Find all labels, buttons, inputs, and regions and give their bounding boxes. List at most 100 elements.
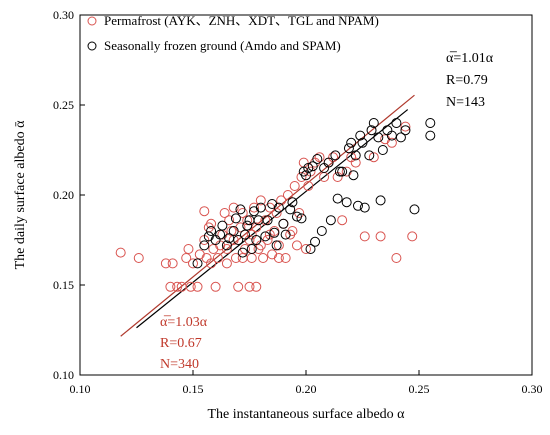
- point-seasonal: [332, 193, 343, 204]
- point-seasonal: [280, 229, 291, 240]
- point-seasonal: [199, 240, 210, 251]
- point-permafrost: [273, 240, 284, 251]
- point-permafrost: [276, 195, 287, 206]
- point-seasonal: [337, 166, 348, 177]
- point-seasonal: [237, 247, 248, 258]
- axis-ticks: 0.10 0.15 0.20 0.25 0.30 0.10 0.15 0.20 0.25 0.30: [53, 8, 543, 396]
- point-seasonal: [409, 204, 420, 215]
- point-permafrost: [221, 244, 232, 254]
- point-seasonal: [301, 170, 311, 181]
- point-permafrost: [314, 152, 325, 163]
- point-permafrost: [212, 253, 223, 263]
- data-points: [115, 118, 436, 292]
- point-seasonal: [278, 218, 289, 229]
- point-seasonal: [395, 132, 406, 143]
- point-seasonal: [350, 150, 361, 161]
- point-seasonal: [255, 202, 266, 213]
- annotation-permafrost-n: N=340: [160, 357, 199, 372]
- point-seasonal: [319, 163, 330, 173]
- point-permafrost: [289, 181, 300, 191]
- point-seasonal: [352, 200, 363, 211]
- point-permafrost: [167, 258, 178, 269]
- point-permafrost: [303, 181, 314, 191]
- x-tick-label: 0.25: [409, 382, 430, 396]
- point-seasonal: [364, 150, 375, 161]
- plot-area: [79, 14, 533, 376]
- point-seasonal: [296, 213, 307, 224]
- point-seasonal: [425, 130, 436, 141]
- point-permafrost: [115, 247, 126, 258]
- point-permafrost: [210, 281, 221, 292]
- point-permafrost: [271, 208, 282, 218]
- point-seasonal: [235, 204, 246, 215]
- point-permafrost: [296, 172, 307, 182]
- point-permafrost: [291, 240, 302, 251]
- point-seasonal: [271, 240, 282, 251]
- point-seasonal: [366, 125, 377, 136]
- point-seasonal: [334, 166, 345, 177]
- point-permafrost: [328, 152, 339, 163]
- point-seasonal: [382, 125, 393, 136]
- point-permafrost: [244, 281, 255, 292]
- point-permafrost: [237, 253, 248, 263]
- y-tick-label: 0.25: [53, 98, 74, 112]
- annotation-permafrost: α̅=1.03α R=0.67 N=340: [160, 315, 208, 372]
- point-seasonal: [262, 215, 273, 226]
- point-permafrost: [337, 215, 348, 226]
- point-seasonal: [312, 154, 323, 164]
- point-permafrost: [183, 244, 194, 254]
- legend-marker-permafrost: [87, 16, 97, 26]
- x-tick-label: 0.10: [70, 382, 91, 396]
- point-seasonal: [206, 226, 217, 236]
- point-seasonal: [307, 161, 318, 172]
- y-axis-title: The daily surface albedo ᾱ: [13, 120, 28, 269]
- point-permafrost: [188, 258, 198, 269]
- point-seasonal: [244, 215, 255, 226]
- point-permafrost: [267, 249, 278, 260]
- point-seasonal: [373, 132, 384, 143]
- point-permafrost: [194, 249, 205, 260]
- point-seasonal: [341, 197, 352, 208]
- point-seasonal: [273, 202, 284, 213]
- point-permafrost: [199, 206, 210, 217]
- point-permafrost: [260, 215, 271, 226]
- point-permafrost: [224, 215, 235, 226]
- x-axis-title: The instantaneous surface albedo α: [207, 407, 405, 422]
- point-permafrost: [282, 190, 293, 200]
- point-seasonal: [285, 204, 296, 215]
- legend: Permafrost (AYK、ZNH、XDT、TGL and NPAM) Se…: [87, 13, 379, 53]
- annotation-permafrost-r: R=0.67: [160, 336, 202, 351]
- point-permafrost: [280, 253, 291, 263]
- point-permafrost: [249, 202, 260, 213]
- point-seasonal: [242, 220, 253, 231]
- annotation-seasonal-n: N=143: [446, 95, 485, 110]
- point-seasonal: [316, 226, 327, 236]
- point-seasonal: [210, 235, 221, 245]
- point-seasonal: [233, 235, 244, 245]
- point-seasonal: [377, 145, 388, 155]
- point-permafrost: [391, 253, 402, 263]
- point-seasonal: [303, 163, 314, 173]
- point-seasonal: [368, 118, 379, 128]
- point-permafrost: [165, 281, 176, 292]
- point-seasonal: [251, 235, 262, 245]
- x-tick-label: 0.20: [296, 382, 317, 396]
- point-seasonal: [260, 231, 271, 242]
- point-permafrost: [181, 253, 192, 263]
- point-seasonal: [239, 229, 250, 240]
- point-permafrost: [192, 281, 203, 292]
- annotation-seasonal-eq: α̅=1.01α: [446, 51, 494, 66]
- point-permafrost: [185, 281, 196, 292]
- annotation-seasonal: α̅=1.01α R=0.79 N=143: [446, 51, 494, 110]
- point-permafrost: [375, 231, 386, 242]
- point-permafrost: [172, 281, 183, 292]
- point-seasonal: [325, 215, 336, 226]
- point-seasonal: [192, 258, 203, 269]
- y-tick-label: 0.15: [53, 278, 74, 292]
- point-permafrost: [206, 218, 217, 229]
- point-permafrost: [332, 172, 343, 182]
- point-permafrost: [221, 258, 232, 269]
- y-tick-label: 0.10: [53, 368, 74, 382]
- annotation-seasonal-r: R=0.79: [446, 73, 488, 88]
